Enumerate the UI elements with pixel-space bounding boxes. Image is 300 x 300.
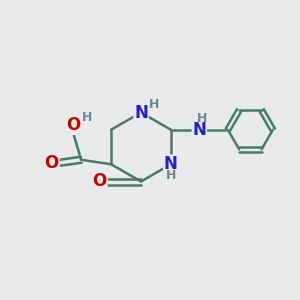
Text: N: N <box>164 155 178 173</box>
Text: H: H <box>82 111 92 124</box>
Text: H: H <box>148 98 159 111</box>
Text: O: O <box>45 154 59 172</box>
Text: H: H <box>197 112 208 125</box>
Text: N: N <box>134 103 148 122</box>
Text: H: H <box>166 169 176 182</box>
Text: O: O <box>67 116 81 134</box>
Text: O: O <box>92 172 107 190</box>
Text: N: N <box>192 121 206 139</box>
